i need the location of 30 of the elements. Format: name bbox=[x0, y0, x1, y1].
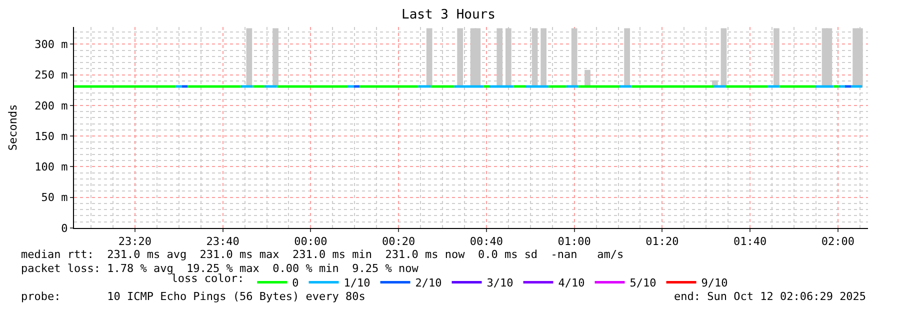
legend-title: loss color: bbox=[171, 272, 244, 286]
x-tick-label: 01:00 bbox=[558, 235, 591, 248]
x-tick-label: 01:40 bbox=[734, 235, 767, 248]
legend-label: 9/10 bbox=[701, 276, 728, 290]
y-tick-label: 50 m bbox=[41, 191, 68, 204]
text: packet loss: 1.78 % avg 19.25 % max 0.00 % min 9.25 % now bbox=[21, 262, 419, 275]
text: probe: 10 ICMP Echo Pings (56 Bytes) every 80s bbox=[21, 290, 366, 303]
y-tick-label: 300 m bbox=[34, 38, 68, 52]
y-tick-label: 0 bbox=[61, 222, 68, 235]
x-tick-label: 23:40 bbox=[206, 235, 240, 248]
y-tick-label: 100 m bbox=[34, 160, 68, 174]
chart-title: Last 3 Hours bbox=[402, 7, 496, 22]
text: median rtt: 231.0 ms avg 231.0 ms max 231.0 ms min 231.0 ms now 0.0 ms sd -nan am/s bbox=[21, 248, 624, 261]
x-tick-label: 02:00 bbox=[821, 235, 855, 248]
legend-label: 2/10 bbox=[415, 276, 442, 290]
y-axis-title: Seconds bbox=[6, 104, 20, 151]
y-tick-label: 250 m bbox=[34, 68, 68, 82]
x-tick-label: 00:20 bbox=[382, 235, 416, 248]
y-tick-label: 200 m bbox=[34, 99, 68, 112]
x-tick-label: 00:40 bbox=[470, 235, 504, 248]
y-tick-label: 150 m bbox=[34, 130, 68, 143]
legend-label: 4/10 bbox=[558, 276, 585, 290]
legend-label: 1/10 bbox=[344, 276, 370, 290]
legend-label: 0 bbox=[292, 276, 299, 290]
x-tick-label: 23:20 bbox=[118, 235, 152, 248]
text: end: Sun Oct 12 02:06:29 2025 bbox=[674, 290, 866, 303]
legend-label: 5/10 bbox=[630, 276, 656, 290]
x-tick-label: 00:00 bbox=[294, 235, 328, 248]
x-tick-label: 01:20 bbox=[646, 235, 679, 248]
legend-label: 3/10 bbox=[486, 276, 514, 290]
